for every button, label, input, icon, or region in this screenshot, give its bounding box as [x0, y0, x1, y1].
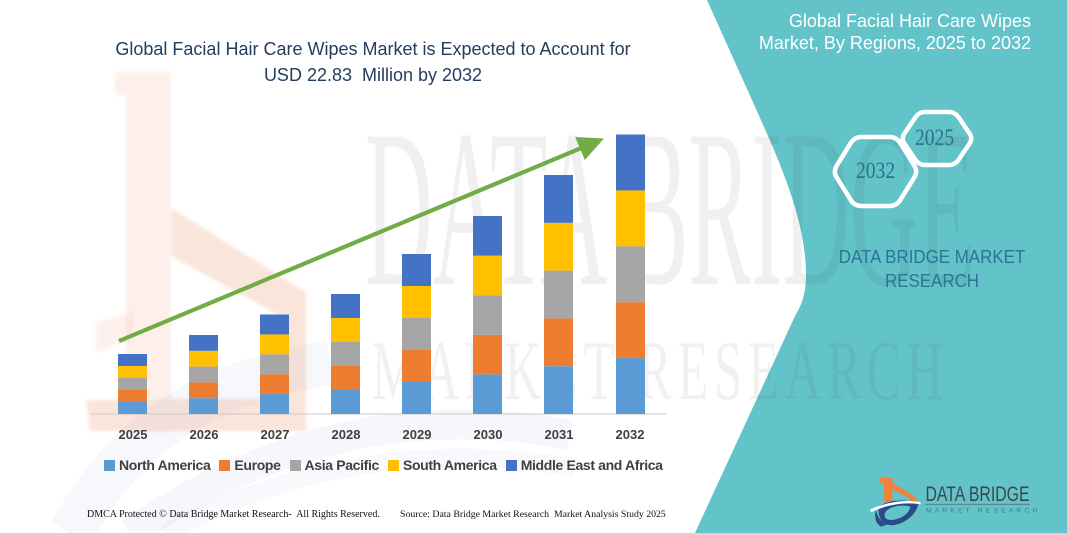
- svg-text:DATA BRIDGE: DATA BRIDGE: [926, 482, 1030, 506]
- svg-text:MARKET RESEARCH: MARKET RESEARCH: [926, 508, 1040, 515]
